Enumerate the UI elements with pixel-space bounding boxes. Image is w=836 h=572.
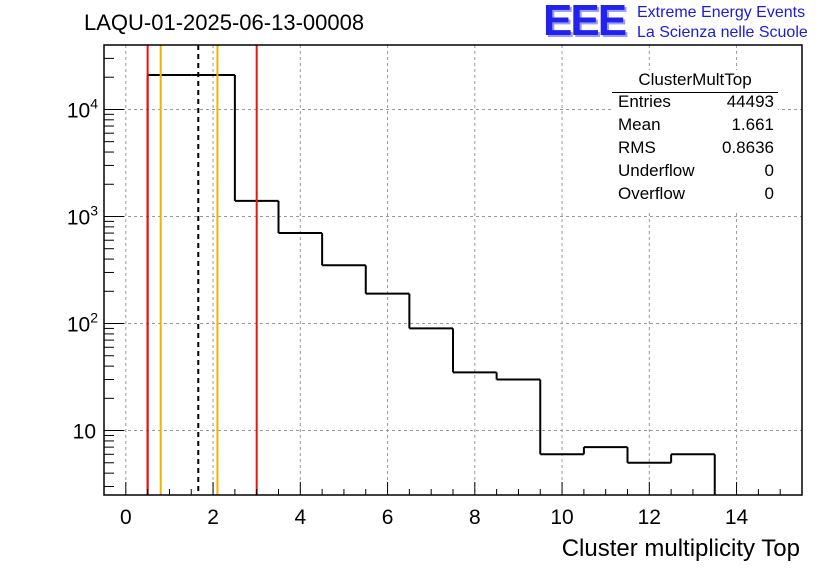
x-tick-label: 0: [120, 506, 132, 529]
stats-row-mean: Mean 1.661: [618, 115, 774, 137]
eee-logo-mark: EEE: [543, 0, 627, 45]
stats-label: Overflow: [618, 184, 686, 203]
y-tick-label: 103: [67, 202, 98, 229]
x-tick-label: 4: [294, 506, 306, 529]
stats-value: 44493: [726, 92, 774, 111]
stats-box-divider: [612, 92, 778, 93]
x-tick-label: 2: [207, 506, 219, 529]
logo-line-2: La Scienza nelle Scuole: [637, 24, 808, 41]
x-tick-label: 6: [382, 506, 394, 529]
stats-label: Mean: [618, 115, 661, 134]
stats-row-rms: RMS 0.8636: [618, 138, 774, 160]
stats-label: Entries: [618, 92, 671, 111]
y-tick-label: 104: [67, 95, 98, 122]
x-tick-label: 14: [725, 506, 749, 529]
y-tick-label: 10: [73, 421, 96, 444]
stats-label: RMS: [618, 138, 656, 157]
stats-box: ClusterMultTop Entries 44493 Mean 1.661 …: [612, 70, 778, 212]
y-tick-label: 102: [67, 310, 98, 337]
stats-value: 0: [764, 184, 774, 203]
logo-line-1: Extreme Energy Events: [637, 4, 806, 21]
stats-row-overflow: Overflow 0: [618, 184, 774, 206]
stats-value: 0: [764, 161, 774, 180]
stats-value: 1.661: [731, 115, 774, 134]
stats-row-underflow: Underflow 0: [618, 161, 774, 183]
x-axis-label: Cluster multiplicity Top: [561, 535, 800, 562]
stats-value: 0.8636: [722, 138, 774, 157]
x-tick-label: 10: [550, 506, 573, 529]
chart-title: LAQU-01-2025-06-13-00008: [84, 10, 365, 35]
x-tick-label: 12: [638, 506, 661, 529]
stats-box-title: ClusterMultTop: [638, 70, 752, 89]
stats-row-entries: Entries 44493: [618, 92, 774, 114]
stats-label: Underflow: [618, 161, 695, 180]
x-tick-label: 8: [469, 506, 481, 529]
